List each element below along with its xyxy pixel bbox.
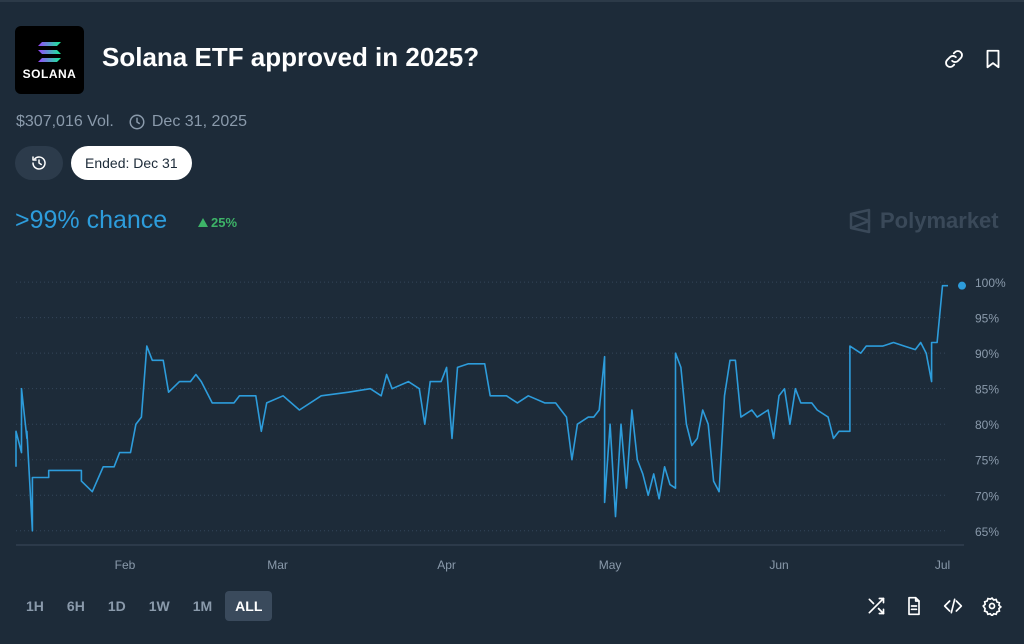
y-tick-label: 70% bbox=[975, 489, 999, 503]
bookmark-icon[interactable] bbox=[982, 48, 1004, 70]
solana-logo: SOLANA bbox=[15, 26, 84, 94]
x-tick-label: Apr bbox=[437, 558, 456, 572]
code-icon[interactable] bbox=[943, 596, 963, 616]
range-button-1w[interactable]: 1W bbox=[148, 598, 170, 614]
x-tick-label: Mar bbox=[267, 558, 288, 572]
y-tick-label: 85% bbox=[975, 383, 999, 397]
polymarket-watermark: Polymarket bbox=[848, 208, 999, 234]
x-tick-label: Feb bbox=[115, 558, 136, 572]
y-tick-label: 100% bbox=[975, 276, 1006, 290]
y-tick-label: 80% bbox=[975, 418, 999, 432]
range-button-1h[interactable]: 1H bbox=[26, 598, 44, 614]
x-tick-label: Jun bbox=[769, 558, 788, 572]
range-button-1m[interactable]: 1M bbox=[192, 598, 213, 614]
probability-series-line bbox=[15, 284, 948, 532]
range-button-1d[interactable]: 1D bbox=[107, 598, 126, 614]
chance-value: >99% chance bbox=[15, 206, 168, 234]
range-button-all[interactable]: ALL bbox=[225, 591, 273, 621]
link-icon[interactable] bbox=[943, 48, 965, 70]
probability-chart: 100% 95% 90% 85% 80% 75% 70% 65% Feb Mar Apr May Jun… bbox=[15, 276, 1006, 572]
settings-icon[interactable] bbox=[982, 596, 1003, 618]
history-button[interactable] bbox=[15, 146, 63, 180]
volume-text: $307,016 Vol. bbox=[16, 113, 114, 130]
market-title: Solana ETF approved in 2025? bbox=[102, 42, 480, 72]
ended-date-pill[interactable]: Ended: Dec 31 bbox=[71, 146, 192, 180]
polymarket-logo-icon bbox=[849, 208, 871, 234]
range-button-6h[interactable]: 6H bbox=[66, 598, 85, 614]
x-tick-label: Jul bbox=[935, 558, 950, 572]
y-tick-label: 75% bbox=[975, 454, 999, 468]
y-tick-label: 90% bbox=[975, 347, 999, 361]
history-icon bbox=[32, 156, 46, 170]
latest-point-marker bbox=[958, 281, 966, 290]
y-tick-label: 65% bbox=[975, 525, 999, 539]
top-divider bbox=[0, 0, 1024, 2]
time-range-selector: 1H 6H 1D 1W 1M ALL bbox=[16, 591, 275, 621]
logo-wordmark: SOLANA bbox=[23, 67, 77, 81]
delta-value: 25% bbox=[211, 215, 238, 230]
brand-name: Polymarket bbox=[880, 208, 999, 233]
end-date-text: Dec 31, 2025 bbox=[151, 113, 248, 130]
triangle-up-icon bbox=[198, 218, 208, 227]
chance-delta: 25% bbox=[198, 215, 237, 230]
x-tick-label: May bbox=[599, 558, 622, 572]
y-tick-label: 95% bbox=[975, 312, 999, 326]
clock-icon bbox=[129, 114, 145, 130]
market-meta: $307,016 Vol. Dec 31, 2025 bbox=[16, 113, 247, 131]
shuffle-icon[interactable] bbox=[866, 596, 886, 616]
document-icon[interactable] bbox=[904, 596, 924, 616]
